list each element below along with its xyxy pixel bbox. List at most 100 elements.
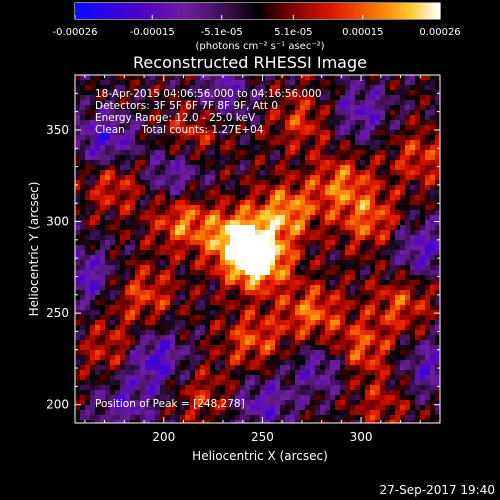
heatmap-cell: [355, 155, 360, 160]
heatmap-cell: [230, 90, 235, 95]
heatmap-cell: [140, 105, 145, 110]
heatmap-cell: [130, 370, 135, 375]
heatmap-cell: [130, 225, 135, 230]
heatmap-cell: [125, 335, 130, 340]
heatmap-cell: [330, 290, 335, 295]
heatmap-cell: [375, 375, 380, 380]
heatmap-cell: [190, 380, 195, 385]
heatmap-cell: [95, 215, 100, 220]
heatmap-cell: [190, 75, 195, 80]
heatmap-cell: [105, 265, 110, 270]
heatmap-cell: [205, 105, 210, 110]
heatmap-cell: [275, 160, 280, 165]
heatmap-cell: [105, 210, 110, 215]
heatmap-cell: [320, 320, 325, 325]
heatmap-cell: [350, 185, 355, 190]
heatmap-cell: [360, 255, 365, 260]
heatmap-cell: [380, 145, 385, 150]
heatmap-cell: [425, 380, 430, 385]
heatmap-cell: [215, 105, 220, 110]
heatmap-cell: [315, 250, 320, 255]
heatmap-cell: [150, 125, 155, 130]
heatmap-cell: [185, 150, 190, 155]
heatmap-cell: [280, 210, 285, 215]
heatmap-cell: [85, 205, 90, 210]
heatmap-cell: [430, 85, 435, 90]
heatmap-cell: [375, 215, 380, 220]
heatmap-cell: [220, 80, 225, 85]
heatmap-cell: [305, 155, 310, 160]
heatmap-cell: [415, 280, 420, 285]
heatmap-cell: [255, 375, 260, 380]
heatmap-cell: [400, 115, 405, 120]
heatmap-cell: [305, 200, 310, 205]
heatmap-cell: [115, 285, 120, 290]
heatmap-cell: [265, 90, 270, 95]
heatmap-cell: [170, 120, 175, 125]
colorbar-segment: [97, 3, 101, 19]
heatmap-cell: [235, 130, 240, 135]
heatmap-cell: [190, 360, 195, 365]
heatmap-cell: [400, 205, 405, 210]
heatmap-cell: [105, 400, 110, 405]
heatmap-cell: [120, 370, 125, 375]
heatmap-cell: [355, 320, 360, 325]
heatmap-cell: [125, 165, 130, 170]
heatmap-cell: [210, 195, 215, 200]
heatmap-cell: [350, 300, 355, 305]
heatmap-cell: [360, 265, 365, 270]
heatmap-cell: [295, 300, 300, 305]
heatmap-cell: [75, 335, 80, 340]
heatmap-cell: [365, 200, 370, 205]
heatmap-cell: [295, 185, 300, 190]
colorbar-segment: [267, 3, 271, 19]
heatmap-cell: [360, 245, 365, 250]
heatmap-cell: [415, 155, 420, 160]
heatmap-cell: [80, 265, 85, 270]
heatmap-cell: [365, 240, 370, 245]
heatmap-cell: [220, 145, 225, 150]
heatmap-cell: [245, 95, 250, 100]
heatmap-cell: [200, 330, 205, 335]
heatmap-cell: [100, 155, 105, 160]
heatmap-cell: [335, 220, 340, 225]
heatmap-cell: [105, 370, 110, 375]
heatmap-cell: [385, 225, 390, 230]
heatmap-cell: [315, 285, 320, 290]
heatmap-cell: [240, 140, 245, 145]
heatmap-cell: [300, 160, 305, 165]
heatmap-cell: [380, 390, 385, 395]
heatmap-cell: [85, 95, 90, 100]
heatmap-cell: [365, 145, 370, 150]
heatmap-cell: [250, 360, 255, 365]
colorbar-segment: [427, 3, 431, 19]
heatmap-cell: [310, 360, 315, 365]
heatmap-cell: [350, 275, 355, 280]
heatmap-cell: [190, 260, 195, 265]
heatmap-cell: [350, 340, 355, 345]
heatmap-cell: [160, 290, 165, 295]
heatmap-cell: [180, 125, 185, 130]
heatmap-cell: [190, 140, 195, 145]
heatmap-cell: [400, 215, 405, 220]
heatmap-cell: [370, 235, 375, 240]
heatmap-cell: [215, 125, 220, 130]
heatmap-cell: [255, 115, 260, 120]
heatmap-cell: [300, 390, 305, 395]
heatmap-cell: [380, 325, 385, 330]
heatmap-cell: [290, 395, 295, 400]
heatmap-cell: [120, 250, 125, 255]
heatmap-cell: [220, 160, 225, 165]
heatmap-cell: [85, 325, 90, 330]
heatmap-cell: [130, 275, 135, 280]
heatmap-cell: [280, 175, 285, 180]
heatmap-cell: [170, 340, 175, 345]
heatmap-cell: [365, 370, 370, 375]
heatmap-cell: [300, 365, 305, 370]
heatmap-cell: [425, 235, 430, 240]
heatmap-cell: [280, 400, 285, 405]
heatmap-cell: [200, 325, 205, 330]
heatmap-cell: [265, 260, 270, 265]
heatmap-cell: [130, 305, 135, 310]
heatmap-cell: [135, 315, 140, 320]
